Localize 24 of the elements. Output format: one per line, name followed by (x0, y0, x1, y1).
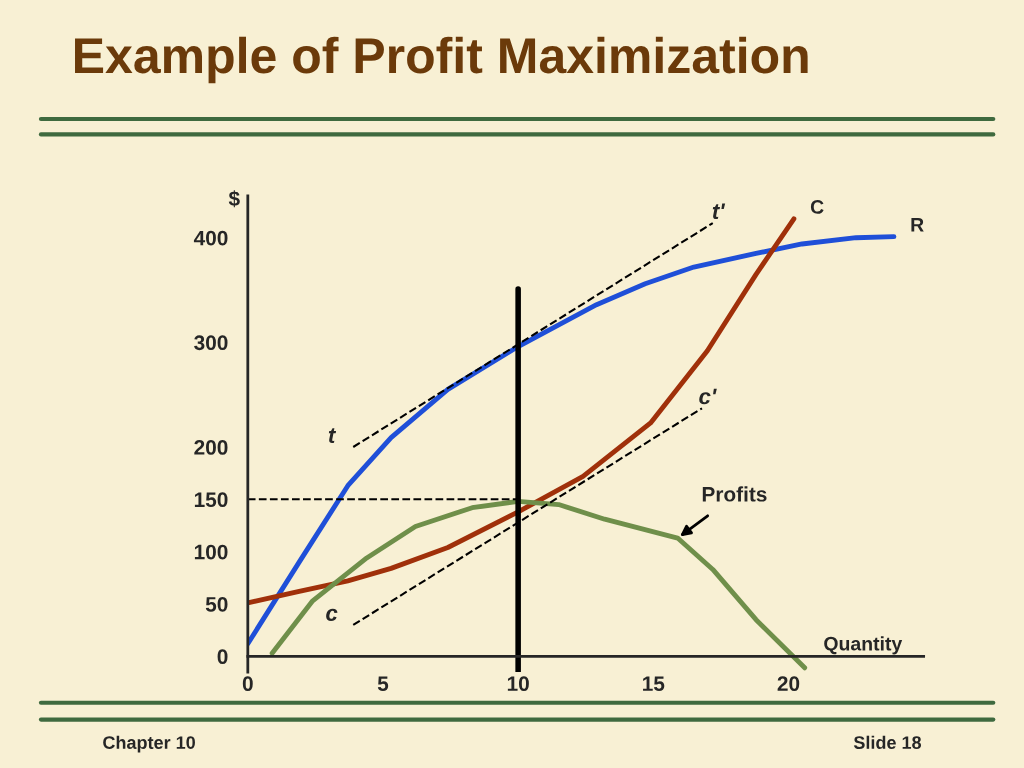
series-label: R (911, 218, 924, 232)
annotation: Profits (702, 486, 767, 502)
annotation: c (326, 608, 338, 621)
x-tick-label: 5 (377, 676, 389, 692)
y-tick-label: 300 (194, 335, 228, 351)
annotation: t (328, 428, 337, 443)
y-tick-label: 200 (194, 440, 228, 455)
annotation: t' (712, 203, 726, 220)
text: Slide 18 (853, 735, 922, 749)
y-tick-label: 0 (217, 649, 228, 665)
annotation: c' (699, 388, 717, 405)
chart-title: Example of Profit Maximization (75, 36, 808, 84)
y-axis-title: $ (228, 190, 240, 208)
y-tick-label: 400 (193, 230, 228, 246)
x-tick-label: 0 (242, 676, 253, 692)
series-label: C (810, 200, 824, 214)
y-tick-label: 50 (205, 596, 228, 612)
y-tick-label: 150 (194, 492, 228, 508)
text: Chapter 10 (103, 735, 195, 753)
x-tick-label: 20 (777, 676, 800, 692)
y-tick-label: 100 (194, 544, 228, 560)
x-axis-title: Quantity (824, 636, 903, 655)
x-tick-label: 10 (507, 676, 529, 692)
x-tick-label: 15 (643, 676, 665, 692)
